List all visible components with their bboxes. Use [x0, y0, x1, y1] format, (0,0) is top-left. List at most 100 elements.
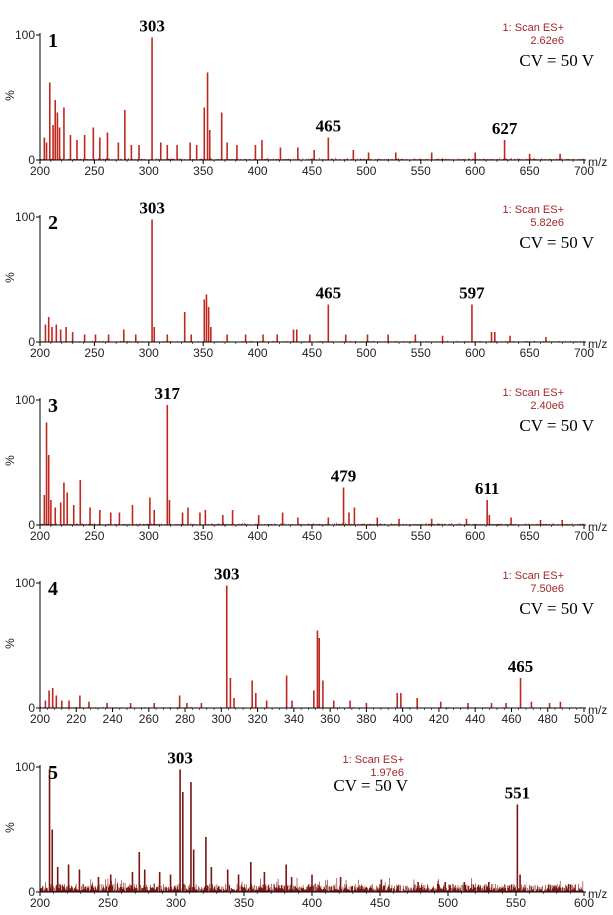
x-tick-label: 600 — [465, 346, 485, 360]
x-tick-label: 400 — [248, 529, 268, 543]
x-tick-label: 200 — [30, 712, 50, 726]
x-tick-label: 300 — [139, 164, 159, 178]
x-tick-label: 350 — [234, 896, 254, 910]
x-tick-label: 360 — [320, 712, 340, 726]
x-tick-label: 300 — [139, 346, 159, 360]
y-tick-label: 0 — [28, 701, 35, 715]
x-tick-label: 700 — [574, 529, 594, 543]
x-tick-label: 440 — [465, 712, 485, 726]
cv-label: CV = 50 V — [519, 51, 594, 70]
intensity-label: 5.82e6 — [530, 217, 564, 229]
scan-label: 1: Scan ES+ — [503, 22, 564, 34]
x-tick-label: 650 — [520, 164, 540, 178]
y-axis-label: % — [3, 822, 17, 833]
x-tick-label: 420 — [429, 712, 449, 726]
x-tick-label: 500 — [356, 529, 376, 543]
peak-label: 303 — [139, 199, 165, 218]
x-tick-label: 700 — [574, 346, 594, 360]
x-tick-label: 550 — [411, 164, 431, 178]
x-tick-label: 600 — [465, 164, 485, 178]
x-tick-label: 550 — [506, 896, 526, 910]
y-tick-label: 0 — [28, 335, 35, 349]
x-tick-label: 350 — [193, 164, 213, 178]
panel-number: 1 — [48, 30, 58, 52]
x-tick-label: 550 — [411, 529, 431, 543]
spectrum-panel-3: 200 250 300 350 400 450 500 550 600 650 700 0 100% m/… — [3, 384, 607, 543]
y-tick-label: 0 — [28, 153, 35, 167]
x-tick-label: 300 — [166, 896, 186, 910]
x-tick-label: 250 — [84, 529, 104, 543]
spectrum-panel-5: 200 250 300 350 400 450 500 550 600 0 100% m/z 5 1: S… — [3, 749, 607, 911]
panel-number: 3 — [48, 395, 58, 417]
y-axis-label: % — [3, 272, 17, 283]
peak-label: 597 — [459, 284, 485, 303]
x-tick-label: 380 — [356, 712, 376, 726]
spectrum-panel-1: 200 250 300 350 400 450 500 550 600 650 700 0 100% m/… — [3, 17, 607, 179]
panel-number: 2 — [48, 212, 58, 234]
y-tick-label: 100 — [15, 210, 35, 224]
scan-label: 1: Scan ES+ — [503, 570, 564, 582]
x-tick-label: 650 — [520, 346, 540, 360]
spectrum-panel-4: 200 220 240 260 280 300 320 340 360 380 400 420 440 4… — [3, 565, 607, 727]
peak-label: 303 — [214, 565, 240, 584]
scan-label: 1: Scan ES+ — [503, 387, 564, 399]
x-tick-label: 220 — [66, 712, 86, 726]
y-axis-label: % — [3, 455, 17, 466]
y-tick-label: 0 — [28, 518, 35, 532]
x-tick-label: 600 — [574, 896, 594, 910]
x-tick-label: 200 — [30, 164, 50, 178]
x-tick-label: 200 — [30, 529, 50, 543]
peak-label: 465 — [508, 657, 534, 676]
x-tick-label: 450 — [370, 896, 390, 910]
peak-label: 551 — [505, 784, 531, 803]
panel-number: 5 — [48, 762, 58, 784]
cv-label: CV = 50 V — [519, 233, 594, 252]
x-tick-label: 300 — [139, 529, 159, 543]
scan-label: 1: Scan ES+ — [503, 204, 564, 216]
x-tick-label: 200 — [30, 346, 50, 360]
x-tick-label: 650 — [520, 529, 540, 543]
x-tick-label: 500 — [356, 346, 376, 360]
peak-label: 465 — [316, 117, 342, 136]
x-tick-label: 450 — [302, 164, 322, 178]
x-tick-label: 250 — [98, 896, 118, 910]
x-tick-label: 280 — [175, 712, 195, 726]
x-axis-label: m/z — [588, 337, 607, 351]
peak-label: 611 — [475, 479, 500, 498]
peak-label: 627 — [492, 119, 518, 138]
x-tick-label: 320 — [248, 712, 268, 726]
x-tick-label: 250 — [84, 164, 104, 178]
x-tick-label: 250 — [84, 346, 104, 360]
y-axis-label: % — [3, 638, 17, 649]
x-tick-label: 400 — [248, 164, 268, 178]
scan-label: 1: Scan ES+ — [343, 754, 404, 766]
y-tick-label: 0 — [28, 885, 35, 899]
peak-label: 479 — [331, 467, 357, 486]
x-tick-label: 700 — [574, 164, 594, 178]
x-tick-label: 300 — [211, 712, 231, 726]
x-tick-label: 600 — [465, 529, 485, 543]
peak-label: 303 — [139, 17, 165, 36]
x-tick-label: 400 — [248, 346, 268, 360]
cv-label: CV = 50 V — [333, 776, 408, 795]
y-tick-label: 100 — [15, 576, 35, 590]
x-axis-label: m/z — [588, 703, 607, 717]
x-tick-label: 350 — [193, 529, 213, 543]
peak-label: 465 — [316, 284, 342, 303]
y-tick-label: 100 — [15, 760, 35, 774]
x-tick-label: 450 — [302, 529, 322, 543]
x-tick-label: 260 — [139, 712, 159, 726]
x-tick-label: 500 — [438, 896, 458, 910]
x-axis-label: m/z — [588, 887, 607, 901]
y-axis-label: % — [3, 90, 17, 101]
peak-label: 303 — [167, 749, 193, 768]
intensity-label: 2.62e6 — [530, 35, 564, 47]
x-tick-label: 200 — [30, 896, 50, 910]
x-tick-label: 400 — [302, 896, 322, 910]
spectrum-panel-2: 200 250 300 350 400 450 500 550 600 650 700 0 100% m/… — [3, 199, 607, 361]
x-tick-label: 480 — [538, 712, 558, 726]
x-tick-label: 460 — [501, 712, 521, 726]
x-tick-label: 240 — [103, 712, 123, 726]
x-tick-label: 340 — [284, 712, 304, 726]
